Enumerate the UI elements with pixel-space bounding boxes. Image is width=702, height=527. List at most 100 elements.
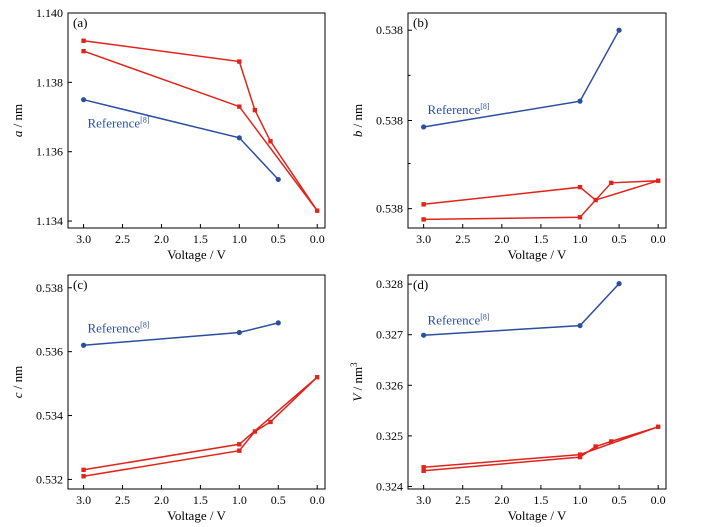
- panel-label: (b): [413, 15, 428, 30]
- series-line-red: [83, 376, 318, 477]
- y-axis-label-var: a: [10, 130, 25, 137]
- x-tick-label: 0.0: [310, 493, 325, 507]
- y-tick-label: 1.138: [36, 75, 63, 89]
- y-tick-label: 1.136: [36, 145, 63, 159]
- data-point: [81, 48, 86, 54]
- data-point: [237, 442, 242, 447]
- reference-text: Reference: [428, 313, 481, 328]
- x-tick-label: 0.5: [612, 493, 627, 507]
- x-tick-label: 0.0: [651, 232, 666, 246]
- y-tick-label: 0.325: [376, 429, 403, 443]
- x-tick-label: 2.5: [115, 493, 130, 507]
- data-point: [81, 38, 86, 43]
- x-tick-label: 2.0: [154, 232, 169, 246]
- data-point: [421, 468, 426, 473]
- x-tick-label: 1.5: [533, 493, 548, 507]
- x-tick-label: 1.0: [232, 232, 247, 246]
- x-tick-label: 0.5: [271, 232, 286, 246]
- x-tick-label: 3.0: [76, 232, 91, 246]
- x-tick-label: 1.0: [573, 232, 588, 246]
- plot-frame: [407, 274, 667, 490]
- y-axis-label: c / nm: [10, 366, 25, 399]
- reference-annotation: Reference[8]: [87, 320, 149, 335]
- data-point: [252, 107, 258, 113]
- data-point: [236, 329, 242, 336]
- data-point: [577, 98, 583, 104]
- y-tick-label: 0.538: [376, 114, 403, 128]
- reference-text: Reference: [87, 320, 140, 335]
- y-axis-label-var: c: [10, 392, 25, 398]
- data-point: [609, 439, 614, 444]
- data-point: [236, 135, 242, 141]
- x-tick-label: 0.0: [651, 493, 666, 507]
- x-tick-label: 3.0: [76, 493, 91, 507]
- chart-panel: 3.0 2.5 2.0 1.5 1.0 0.5 0.0 1.134 1.136 1.138 1.14…: [10, 6, 326, 262]
- y-tick-label: 1.140: [36, 6, 63, 20]
- x-tick-label: 1.5: [193, 232, 208, 246]
- reference-annotation: Reference[8]: [428, 102, 490, 117]
- y-axis-label-unit: / nm: [350, 367, 365, 394]
- data-point: [81, 467, 86, 473]
- plot-frame: [407, 12, 667, 229]
- x-tick-label: 1.0: [232, 493, 247, 507]
- y-tick-label: 0.324: [376, 479, 403, 493]
- x-tick-label: 3.0: [416, 232, 431, 246]
- data-point: [81, 474, 86, 479]
- series-line-blue: [83, 98, 279, 181]
- data-point: [655, 178, 661, 183]
- data-point: [80, 342, 87, 348]
- reference-annotation: Reference[8]: [87, 115, 149, 130]
- data-point: [268, 139, 273, 144]
- data-point: [421, 332, 427, 338]
- y-tick-label: 0.532: [36, 472, 63, 486]
- data-point: [315, 375, 320, 380]
- series-line-red: [423, 179, 659, 221]
- data-point: [593, 197, 598, 203]
- panel-label: (c): [73, 277, 87, 292]
- data-point: [237, 59, 242, 64]
- data-point: [237, 448, 242, 453]
- series-line-red: [423, 426, 659, 472]
- data-point: [275, 320, 281, 326]
- panel-label: (a): [73, 15, 87, 30]
- x-axis-label: Voltage / V: [167, 247, 226, 262]
- data-point: [252, 429, 258, 434]
- x-tick-label: 2.5: [455, 493, 470, 507]
- x-axis-label: Voltage / V: [508, 247, 567, 262]
- x-tick-label: 1.0: [573, 493, 588, 507]
- data-point: [593, 444, 598, 449]
- y-tick-label: 0.326: [376, 378, 403, 392]
- data-point: [577, 452, 583, 457]
- y-tick-label: 0.327: [376, 328, 403, 342]
- chart-panel: 3.0 2.5 2.0 1.5 1.0 0.5 0.0 0.532 0.534 0.536 0.53…: [10, 274, 326, 523]
- data-point: [268, 419, 273, 425]
- y-tick-label: 0.538: [376, 202, 403, 216]
- y-tick-label: 0.536: [36, 345, 63, 359]
- reference-text: Reference: [87, 115, 140, 130]
- data-point: [577, 322, 583, 329]
- data-point: [616, 281, 622, 287]
- chart-panel: 3.0 2.5 2.0 1.5 1.0 0.5 0.0 0.538 0.538 0.538 Volt…: [350, 12, 667, 262]
- y-axis-label-var: V: [350, 392, 365, 402]
- x-tick-label: 0.0: [310, 232, 325, 246]
- data-point: [655, 424, 661, 429]
- y-axis-label: b / nm: [350, 104, 365, 137]
- y-axis-label-unit: / nm: [10, 104, 25, 131]
- data-point: [421, 217, 426, 222]
- data-point: [237, 104, 242, 109]
- y-axis-label-sup: 3: [349, 362, 359, 367]
- reference-citation: [8]: [480, 102, 490, 111]
- data-point: [275, 176, 281, 183]
- y-tick-label: 0.538: [376, 23, 403, 37]
- data-point: [577, 184, 583, 190]
- reference-annotation: Reference[8]: [428, 313, 490, 328]
- y-tick-label: 1.134: [36, 214, 63, 228]
- x-axis-label: Voltage / V: [167, 508, 226, 523]
- data-point: [616, 27, 622, 33]
- x-tick-label: 2.5: [455, 232, 470, 246]
- y-axis-label-var: b: [350, 130, 365, 137]
- data-point: [577, 215, 583, 220]
- x-tick-label: 0.5: [271, 493, 286, 507]
- x-tick-label: 2.0: [154, 493, 169, 507]
